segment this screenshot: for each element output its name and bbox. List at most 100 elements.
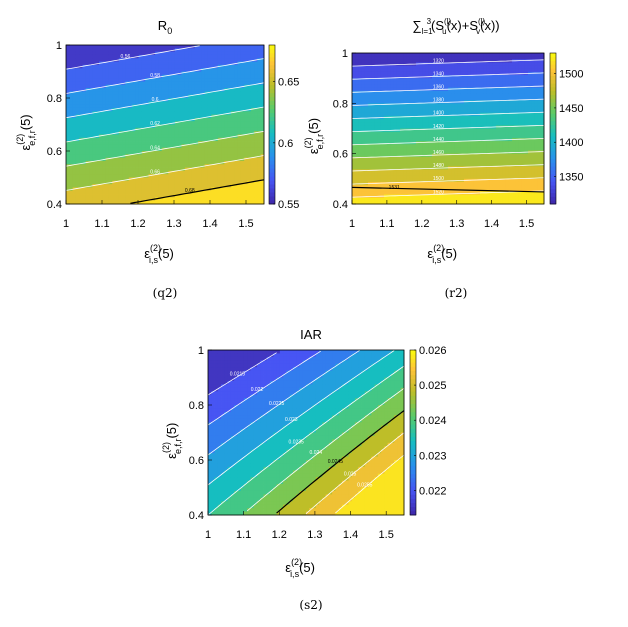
- heatmap-cell: [115, 194, 120, 198]
- heatmap-cell: [171, 45, 176, 49]
- heatmap-cell: [165, 54, 169, 59]
- heatmap-cell: [448, 78, 452, 82]
- heatmap-cell: [438, 150, 442, 155]
- heatmap-cell: [387, 97, 391, 101]
- heatmap-cell: [352, 93, 356, 98]
- heatmap-cell: [191, 61, 196, 66]
- heatmap-cell: [400, 200, 404, 205]
- heatmap-cell: [214, 101, 219, 106]
- heatmap-cell: [416, 191, 420, 195]
- heatmap-cell: [377, 53, 382, 57]
- heatmap-cell: [79, 54, 83, 59]
- heatmap-cell: [151, 88, 156, 92]
- heatmap-cell: [118, 54, 123, 59]
- heatmap-cell: [66, 174, 70, 178]
- heatmap-cell: [211, 54, 215, 59]
- colorbar-segment: [269, 45, 275, 50]
- heatmap-cell: [358, 153, 362, 158]
- heatmap-cell: [403, 194, 407, 199]
- heatmap-cell: [198, 180, 202, 185]
- heatmap-cell: [194, 91, 199, 96]
- heatmap-cell: [82, 68, 87, 72]
- heatmap-cell: [161, 154, 166, 159]
- heatmap-cell: [234, 78, 238, 82]
- heatmap-cell: [132, 117, 136, 122]
- heatmap-cell: [374, 62, 378, 66]
- heatmap-cell: [403, 131, 407, 136]
- heatmap-cell: [438, 144, 442, 148]
- heatmap-cell: [227, 121, 232, 125]
- heatmap-cell: [204, 74, 209, 79]
- heatmap-cell: [451, 68, 455, 73]
- heatmap-cell: [467, 166, 471, 170]
- heatmap-cell: [448, 191, 452, 195]
- heatmap-cell: [191, 127, 196, 132]
- heatmap-cell: [438, 185, 442, 189]
- heatmap-cell: [141, 48, 146, 53]
- heatmap-cell: [396, 90, 401, 95]
- heatmap-cell: [473, 62, 478, 66]
- heatmap-cell: [396, 84, 401, 89]
- heatmap-cell: [419, 197, 423, 202]
- heatmap-cell: [207, 64, 212, 69]
- heatmap-cell: [254, 114, 258, 119]
- heatmap-cell: [257, 151, 262, 155]
- heatmap-cell: [174, 174, 179, 178]
- heatmap-cell: [355, 59, 359, 63]
- heatmap-cell: [237, 84, 242, 89]
- heatmap-cell: [355, 185, 359, 189]
- heatmap-cell: [377, 137, 382, 142]
- heatmap-cell: [171, 167, 176, 172]
- heatmap-cell: [217, 84, 222, 89]
- heatmap-cell: [148, 121, 153, 125]
- heatmap-cell: [441, 200, 446, 205]
- heatmap-cell: [467, 90, 471, 95]
- heatmap-cell: [393, 153, 398, 158]
- heatmap-cell: [460, 128, 465, 133]
- heatmap-cell: [254, 51, 258, 56]
- heatmap-cell: [380, 141, 385, 145]
- heatmap-cell: [384, 68, 388, 73]
- heatmap-cell: [75, 78, 80, 82]
- heatmap-cell: [95, 58, 100, 62]
- heatmap-cell: [85, 200, 90, 205]
- heatmap-cell: [221, 64, 225, 69]
- heatmap-cell: [244, 141, 248, 145]
- heatmap-cell: [250, 61, 255, 66]
- heatmap-cell: [92, 68, 97, 72]
- heatmap-cell: [224, 107, 229, 112]
- heatmap-cell: [122, 177, 126, 182]
- heatmap-cell: [476, 166, 481, 170]
- heatmap-cell: [135, 121, 139, 125]
- heatmap-cell: [396, 109, 401, 114]
- heatmap-cell: [165, 111, 169, 115]
- heatmap-cell: [155, 45, 159, 49]
- heatmap-cell: [194, 134, 199, 139]
- heatmap-cell: [75, 144, 80, 149]
- heatmap-cell: [422, 185, 426, 189]
- heatmap-cell: [85, 98, 90, 102]
- heatmap-cell: [260, 160, 265, 165]
- heatmap-cell: [368, 81, 372, 85]
- heatmap-cell: [377, 156, 382, 161]
- heatmap-cell: [115, 71, 120, 76]
- heatmap-cell: [400, 153, 404, 158]
- colorbar-segment: [269, 148, 275, 153]
- heatmap-cell: [483, 100, 487, 104]
- heatmap-cell: [444, 109, 449, 114]
- heatmap-cell: [483, 197, 487, 202]
- heatmap-cell: [211, 117, 215, 122]
- heatmap-cell: [102, 74, 106, 79]
- heatmap-cell: [428, 188, 433, 192]
- heatmap-cell: [145, 131, 149, 135]
- heatmap-cell: [393, 169, 398, 173]
- heatmap-cell: [352, 144, 356, 148]
- heatmap-cell: [95, 78, 100, 82]
- heatmap-cell: [198, 124, 202, 129]
- colorbar-segment: [269, 104, 275, 110]
- heatmap-cell: [115, 154, 120, 159]
- heatmap-cell: [115, 167, 120, 172]
- heatmap-cell: [368, 153, 372, 158]
- heatmap-cell: [355, 78, 359, 82]
- heatmap-cell: [69, 184, 73, 188]
